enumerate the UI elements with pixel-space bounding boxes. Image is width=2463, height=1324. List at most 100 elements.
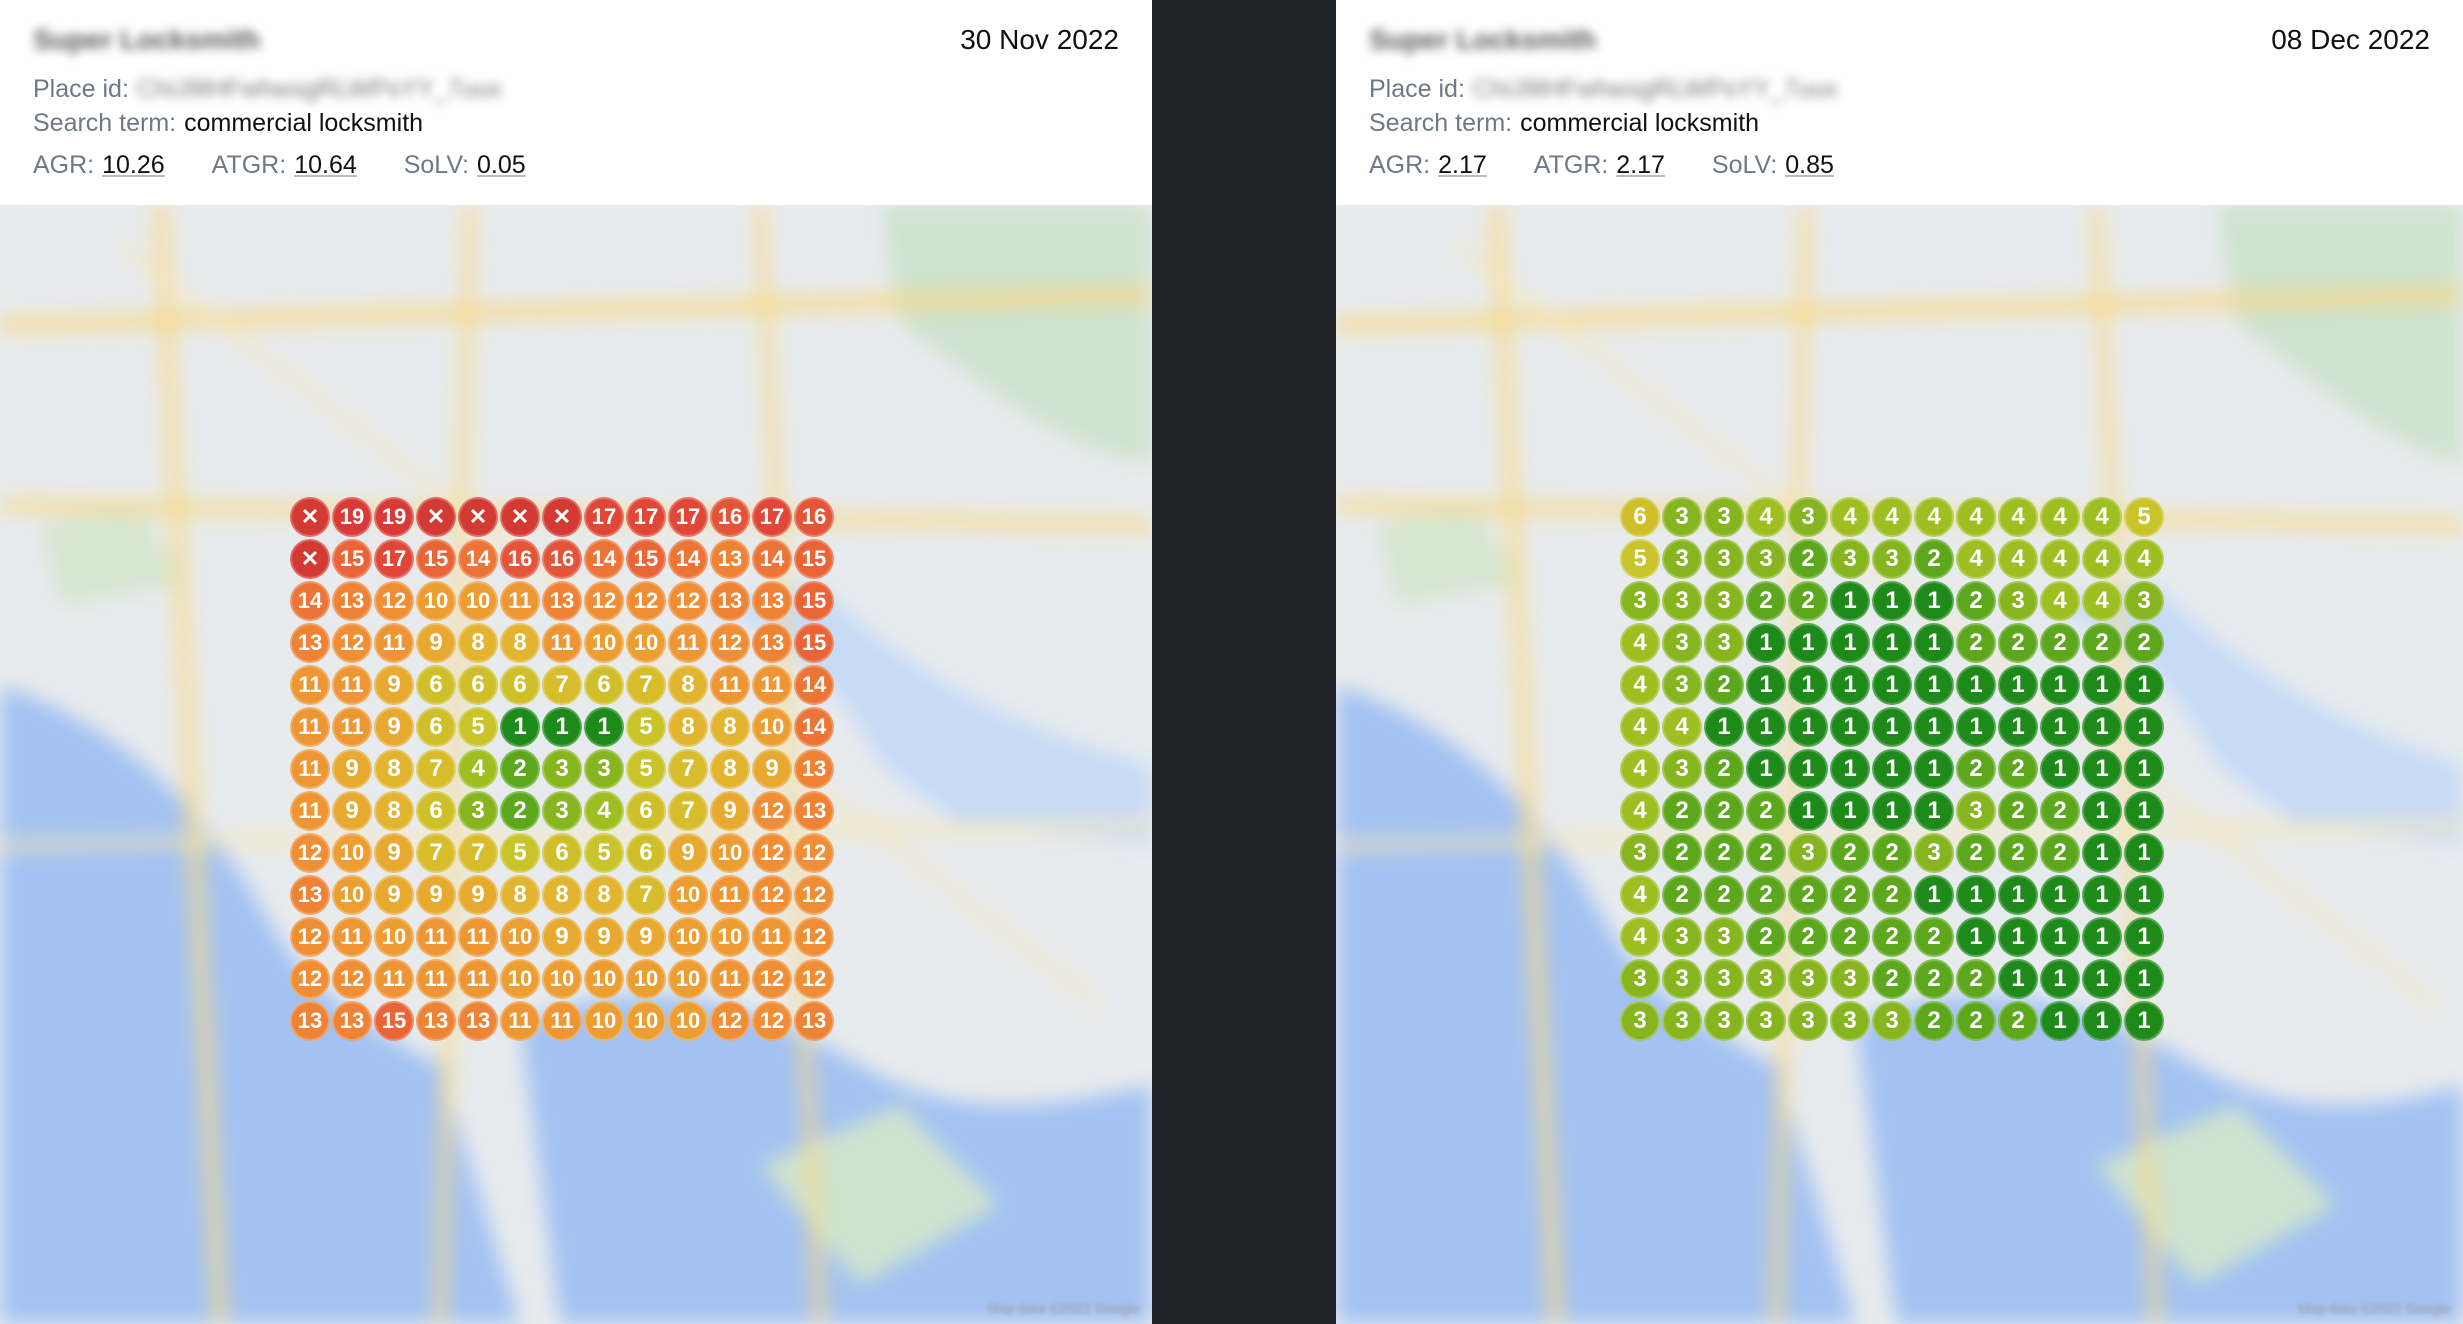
rank-pin[interactable]: 1 (2124, 875, 2164, 915)
rank-pin[interactable]: 5 (584, 833, 624, 873)
rank-pin[interactable]: 3 (1872, 539, 1912, 579)
rank-pin[interactable]: 4 (1914, 497, 1954, 537)
rank-pin[interactable]: 1 (2040, 875, 2080, 915)
rank-pin[interactable]: 16 (794, 497, 834, 537)
rank-pin[interactable]: 2 (1998, 623, 2038, 663)
rank-pin[interactable]: 3 (1620, 959, 1660, 999)
rank-pin[interactable]: 2 (1914, 539, 1954, 579)
rank-pin-not-found[interactable]: ✕ (458, 497, 498, 537)
rank-pin[interactable]: 2 (1788, 875, 1828, 915)
rank-pin[interactable]: 8 (500, 623, 540, 663)
rank-pin[interactable]: 1 (2082, 749, 2122, 789)
rank-pin[interactable]: 1 (1956, 665, 1996, 705)
rank-pin[interactable]: 10 (584, 1001, 624, 1041)
rank-pin[interactable]: 11 (374, 623, 414, 663)
rank-pin[interactable]: 5 (500, 833, 540, 873)
rank-pin[interactable]: 13 (542, 581, 582, 621)
rank-pin[interactable]: 10 (626, 623, 666, 663)
rank-pin[interactable]: 3 (1662, 539, 1702, 579)
rank-pin[interactable]: 1 (1914, 875, 1954, 915)
rank-pin[interactable]: 5 (1620, 539, 1660, 579)
rank-pin-not-found[interactable]: ✕ (500, 497, 540, 537)
rank-pin[interactable]: 19 (374, 497, 414, 537)
rank-pin[interactable]: 4 (1620, 917, 1660, 957)
rank-pin[interactable]: 11 (332, 707, 372, 747)
rank-pin[interactable]: 14 (794, 665, 834, 705)
rank-pin[interactable]: 15 (794, 623, 834, 663)
rank-pin[interactable]: 3 (1704, 1001, 1744, 1041)
rank-pin[interactable]: 15 (416, 539, 456, 579)
rank-pin[interactable]: 11 (332, 665, 372, 705)
rank-pin[interactable]: 1 (2082, 665, 2122, 705)
rank-pin[interactable]: 9 (584, 917, 624, 957)
rank-pin[interactable]: 1 (1956, 875, 1996, 915)
rank-pin[interactable]: 13 (794, 749, 834, 789)
rank-pin[interactable]: 4 (1956, 497, 1996, 537)
rank-pin[interactable]: 14 (794, 707, 834, 747)
rank-pin[interactable]: 1 (584, 707, 624, 747)
rank-pin[interactable]: 10 (752, 707, 792, 747)
map-view[interactable]: ✕ 19 19 ✕ ✕ ✕ ✕ 17 17 17 16 17 16 ✕ 15 17 15 14 16 16 14 15 14… (0, 205, 1152, 1324)
rank-pin[interactable]: 4 (2040, 497, 2080, 537)
rank-pin[interactable]: 13 (794, 791, 834, 831)
rank-pin[interactable]: 1 (542, 707, 582, 747)
rank-pin[interactable]: 10 (584, 623, 624, 663)
rank-pin[interactable]: 16 (500, 539, 540, 579)
rank-pin[interactable]: 1 (2124, 707, 2164, 747)
rank-pin[interactable]: 10 (668, 959, 708, 999)
rank-pin[interactable]: 4 (458, 749, 498, 789)
rank-pin[interactable]: 2 (1872, 959, 1912, 999)
rank-pin[interactable]: 4 (1620, 875, 1660, 915)
rank-pin[interactable]: 1 (1746, 665, 1786, 705)
rank-pin[interactable]: 2 (1830, 917, 1870, 957)
rank-pin[interactable]: 9 (668, 833, 708, 873)
rank-pin[interactable]: 13 (290, 623, 330, 663)
rank-pin[interactable]: 2 (1914, 917, 1954, 957)
rank-pin[interactable]: 4 (1830, 497, 1870, 537)
rank-pin[interactable]: 9 (416, 623, 456, 663)
rank-pin[interactable]: 2 (1956, 749, 1996, 789)
rank-pin[interactable]: 11 (332, 917, 372, 957)
rank-pin[interactable]: 8 (668, 707, 708, 747)
rank-pin[interactable]: 11 (752, 665, 792, 705)
rank-pin[interactable]: 12 (626, 581, 666, 621)
rank-pin[interactable]: 2 (1704, 875, 1744, 915)
rank-pin[interactable]: 16 (710, 497, 750, 537)
rank-pin[interactable]: 3 (1662, 1001, 1702, 1041)
rank-pin[interactable]: 3 (1746, 539, 1786, 579)
rank-pin[interactable]: 1 (1788, 665, 1828, 705)
rank-pin[interactable]: 2 (1830, 875, 1870, 915)
rank-pin[interactable]: 13 (752, 581, 792, 621)
rank-pin[interactable]: 2 (1746, 791, 1786, 831)
rank-pin[interactable]: 2 (1872, 875, 1912, 915)
rank-pin[interactable]: 2 (1788, 539, 1828, 579)
rank-pin[interactable]: 2 (1704, 791, 1744, 831)
rank-pin[interactable]: 12 (752, 833, 792, 873)
rank-pin[interactable]: 1 (1914, 665, 1954, 705)
rank-pin[interactable]: 6 (584, 665, 624, 705)
rank-pin[interactable]: 1 (2082, 833, 2122, 873)
rank-pin[interactable]: 10 (500, 959, 540, 999)
rank-pin[interactable]: 16 (542, 539, 582, 579)
rank-pin[interactable]: 7 (416, 749, 456, 789)
rank-pin[interactable]: 2 (1746, 833, 1786, 873)
rank-pin[interactable]: 12 (710, 623, 750, 663)
rank-pin[interactable]: 10 (710, 917, 750, 957)
rank-pin[interactable]: 4 (1620, 707, 1660, 747)
rank-pin[interactable]: 4 (2082, 539, 2122, 579)
rank-pin[interactable]: 3 (1788, 959, 1828, 999)
rank-pin[interactable]: 12 (752, 791, 792, 831)
rank-pin[interactable]: 10 (668, 917, 708, 957)
rank-pin[interactable]: 8 (710, 749, 750, 789)
rank-pin[interactable]: 1 (1872, 623, 1912, 663)
rank-pin[interactable]: 1 (1998, 665, 2038, 705)
rank-pin[interactable]: 12 (752, 875, 792, 915)
rank-pin[interactable]: 4 (2082, 581, 2122, 621)
rank-pin[interactable]: 8 (710, 707, 750, 747)
rank-pin[interactable]: 1 (1998, 959, 2038, 999)
rank-pin[interactable]: 13 (794, 1001, 834, 1041)
rank-pin[interactable]: 11 (374, 959, 414, 999)
rank-pin[interactable]: 9 (752, 749, 792, 789)
rank-pin[interactable]: 10 (542, 959, 582, 999)
